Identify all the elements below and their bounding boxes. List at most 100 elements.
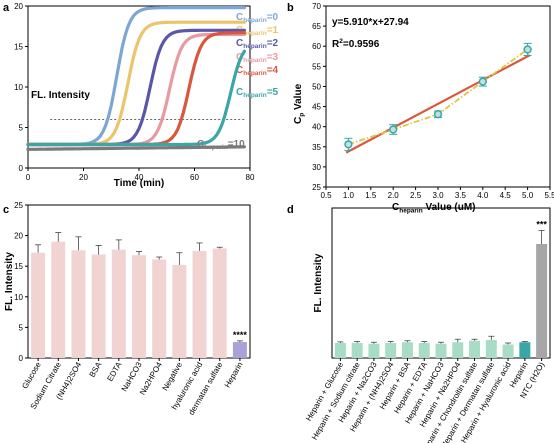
bar [401,342,413,358]
series-line [26,145,246,151]
series-label: Cheparin=4 [236,65,279,77]
panel-label: b [287,2,294,14]
y-tick-label: 25 [312,183,321,192]
panel-label: a [3,2,10,14]
y-tick-label: 5 [19,323,24,332]
bar [435,343,447,358]
y-tick-label: 35 [312,143,321,152]
data-point [389,125,398,134]
data-point [344,140,353,149]
bar [132,255,146,358]
fit-equation: y=5.910*x+27.94 [332,17,409,28]
y-axis-label: FL. Intensity [4,252,15,311]
data-point [433,110,443,119]
y-axis-label: FL. Intensity [313,253,324,312]
x-tick-label: 20 [79,173,88,182]
x-tick-label: 5.0 [522,191,534,200]
bar [91,254,106,358]
y-tick-label: 50 [312,82,321,91]
series-line [26,5,246,147]
y-tick-label: 0 [19,354,24,363]
x-axis-label: Time (min) [114,178,164,189]
x-tick-label: 4.0 [477,191,489,200]
bar [212,248,227,358]
panel-b-chart: 0.5 1.0 1.5 2.0 2.5 3.0 3.5 4.0 4.5 5.0 5.5 25 30 35 4… [293,2,554,215]
x-tick-label: 2.0 [388,191,400,200]
y-tick-label: 10 [14,293,23,302]
data-point [478,77,487,86]
bar [469,340,481,358]
series-label: Cheparin=2 [236,38,279,50]
y-tick-label: 70 [312,2,321,11]
y-tick-label: 10 [14,83,23,92]
bar [111,249,126,358]
bar [485,340,497,358]
y-tick-label: 0 [19,164,24,173]
y-tick-label: 20 [14,232,23,241]
series-line [26,49,246,147]
data-point [523,45,532,54]
y-tick-label: 15 [14,43,23,52]
x-tick-label: BSA [88,360,104,379]
bar [172,264,187,358]
bar [152,259,167,358]
plot-frame [325,5,551,188]
y-tick-label: 55 [312,62,321,71]
significance-annotation: **** [233,330,248,340]
x-tick-label: 3.5 [455,191,467,200]
x-tick-label: 5.5 [544,191,554,200]
panel-label: d [287,204,294,216]
x-tick-label: 60 [190,173,199,182]
y-tick-label: 65 [312,22,321,31]
bar [51,241,66,358]
y-tick-label: 25 [14,201,23,210]
series-label: Cheparin=0 [236,12,279,24]
x-tick-label: 1.5 [365,191,377,200]
y-tick-label: 5 [19,124,24,133]
x-tick-label: 0.5 [320,191,332,200]
x-tick-label: 4.5 [500,191,512,200]
series-label: Cheparin=10 [197,139,245,151]
series-line [26,20,246,147]
r-squared: R2=0.9596 [332,38,380,50]
y-tick-label: 20 [14,2,23,11]
x-tick-label: 0 [26,173,31,182]
bar [502,344,514,358]
bar [519,342,531,358]
fit-line [345,54,531,154]
y-tick-label: 30 [312,163,321,172]
bar [418,343,430,358]
y-axis-label: FL. Intensity [31,90,90,101]
bar [351,343,363,358]
x-tick-label: EDTA [105,360,123,383]
bar [368,343,380,358]
bar [31,252,46,358]
x-tick-label: 2.5 [410,191,422,200]
y-tick-label: 40 [312,123,321,132]
y-axis-label: Cp Value [293,83,306,124]
x-tick-label: 80 [246,173,255,182]
y-tick-label: 60 [312,42,321,51]
bar [192,250,207,358]
y-tick-label: 45 [312,103,321,112]
x-tick-label: 3.0 [432,191,444,200]
significance-annotation: *** [536,220,547,230]
series-label: Cheparin=5 [236,87,279,99]
data-line [348,48,529,146]
bar [334,343,346,358]
bar [385,343,397,358]
x-tick-label: 40 [135,173,144,182]
bar [536,244,548,358]
panel-label: c [3,204,9,216]
x-tick-label: 1.0 [343,191,355,200]
bar [452,342,464,358]
x-tick-label: Heparin [223,361,245,390]
y-tick-label: 15 [14,262,23,271]
panel-a-chart: 0 20 40 60 80 0 5 10 15 20 Time (min) FL. Intensity… [14,2,278,189]
plot-frame [331,207,551,359]
bar [232,342,247,358]
bar [71,250,86,358]
